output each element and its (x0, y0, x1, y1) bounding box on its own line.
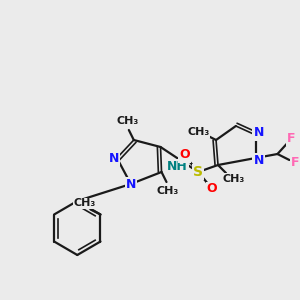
Text: CH₃: CH₃ (187, 127, 209, 137)
Text: N: N (126, 178, 136, 190)
Text: CH₃: CH₃ (74, 199, 96, 208)
Text: N: N (109, 152, 119, 164)
Text: S: S (193, 165, 203, 179)
Text: N: N (254, 154, 264, 166)
Text: O: O (179, 148, 190, 161)
Text: F: F (287, 131, 296, 145)
Text: F: F (291, 155, 300, 169)
Text: CH₃: CH₃ (223, 174, 245, 184)
Text: NH: NH (167, 160, 188, 173)
Text: N: N (254, 127, 264, 140)
Text: CH₃: CH₃ (156, 186, 178, 196)
Text: O: O (207, 182, 218, 196)
Text: CH₃: CH₃ (117, 116, 139, 126)
